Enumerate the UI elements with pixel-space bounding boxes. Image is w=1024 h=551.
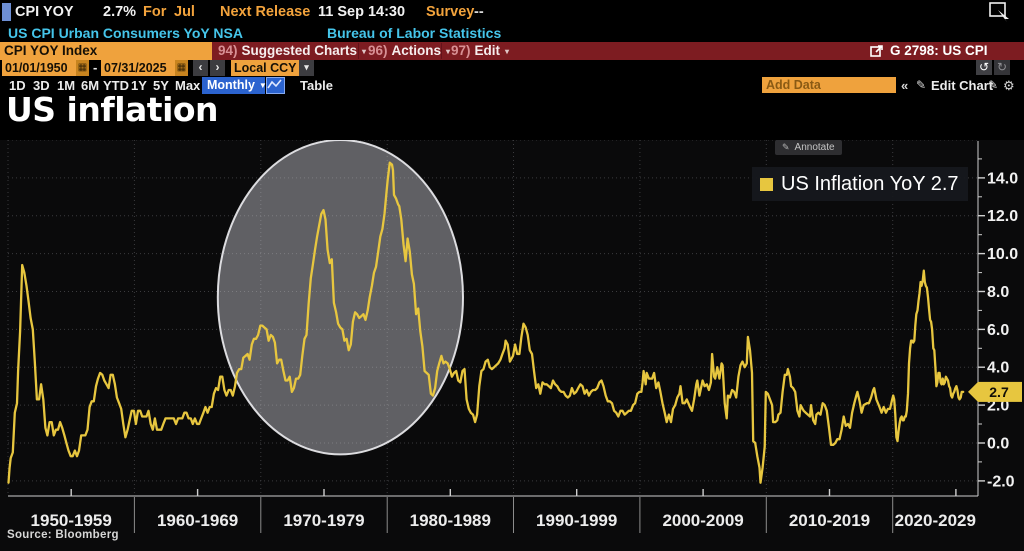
menu-divider	[358, 43, 359, 59]
period-3d[interactable]: 3D	[33, 78, 50, 93]
survey-value: --	[474, 4, 484, 20]
chevron-down-icon: ▾	[446, 47, 451, 56]
currency-select[interactable]: Local CCY	[231, 60, 303, 76]
source-label: Source: Bloomberg	[7, 529, 119, 541]
menu-num: 94)	[218, 43, 238, 58]
ticker-input[interactable]: CPI YOY Index	[0, 42, 212, 60]
date-range-dash: -	[93, 60, 98, 75]
menu-label: Suggested Charts	[241, 43, 358, 58]
svg-text:1950-1959: 1950-1959	[31, 511, 112, 530]
popout-window-icon[interactable]	[989, 1, 1012, 27]
table-view-button[interactable]: Table	[300, 78, 333, 93]
menu-divider	[441, 43, 442, 59]
range-forward-button[interactable]: ›	[210, 60, 225, 76]
security-description: US CPI Urban Consumers YoY NSA	[8, 25, 243, 41]
menu-actions[interactable]: 96) Actions ▾	[368, 42, 450, 60]
next-release-label: Next Release	[220, 4, 311, 20]
chart-id-label[interactable]: G 2798: US CPI	[890, 43, 988, 58]
currency-dropdown-icon[interactable]: ▾	[299, 60, 314, 76]
data-provider: Bureau of Labor Statistics	[327, 25, 502, 41]
period-ytd[interactable]: YTD	[103, 78, 129, 93]
period-1d[interactable]: 1D	[9, 78, 26, 93]
svg-text:1960-1969: 1960-1969	[157, 511, 238, 530]
for-label: For	[143, 4, 167, 20]
start-date-input[interactable]: 01/01/1950	[2, 60, 76, 76]
chart-svg[interactable]: 14.012.010.08.06.04.02.00.0-2.01950-1959…	[0, 140, 1024, 551]
svg-text:6.0: 6.0	[987, 322, 1009, 339]
gear-icon[interactable]: ⚙	[1003, 78, 1015, 93]
annotate-tool-icon[interactable]: ✎	[988, 78, 999, 92]
period-5y[interactable]: 5Y	[153, 78, 169, 93]
next-release-value: 11 Sep 14:30	[318, 4, 406, 20]
period-1m[interactable]: 1M	[57, 78, 76, 93]
calendar-icon[interactable]: ▦	[175, 60, 188, 76]
for-value: Jul	[174, 4, 195, 20]
svg-text:4.0: 4.0	[987, 360, 1009, 377]
annotate-label: Annotate	[794, 142, 835, 153]
svg-text:8.0: 8.0	[987, 284, 1009, 301]
menu-num: 97)	[451, 43, 471, 58]
security-bar: CPI YOY 2.7% For Jul Next Release 11 Sep…	[0, 0, 1024, 24]
chart-region: 14.0 12.0 10.0 8.0 6.0 4.0 2.0 0.0 -2.0 1950-1959…	[0, 140, 1024, 551]
chevron-down-icon: ▼	[258, 81, 267, 90]
cursor-block	[2, 3, 11, 21]
frequency-value: Monthly	[207, 78, 255, 92]
menu-num: 96)	[368, 43, 388, 58]
collapse-icon[interactable]: «	[901, 78, 909, 93]
chart-title: US inflation	[6, 90, 219, 129]
range-bar: 01/01/1950 ▦ - 07/31/2025 ▦ ‹ › Local CC…	[0, 60, 1024, 77]
period-bar: 1D 3D 1M 6M YTD 1Y 5Y Max Monthly ▼ Table…	[0, 77, 1024, 94]
pencil-icon: ✎	[916, 78, 927, 92]
menu-label: Actions	[391, 43, 442, 58]
period-1y[interactable]: 1Y	[131, 78, 147, 93]
svg-text:1990-1999: 1990-1999	[536, 511, 617, 530]
survey-label: Survey	[426, 4, 475, 20]
svg-text:1980-1989: 1980-1989	[410, 511, 491, 530]
svg-text:14.0: 14.0	[987, 170, 1018, 187]
svg-text:10.0: 10.0	[987, 246, 1018, 263]
period-max[interactable]: Max	[175, 78, 201, 93]
svg-text:1970-1979: 1970-1979	[283, 511, 364, 530]
menu-bar: CPI YOY Index 94) Suggested Charts ▾ 96) Ac…	[0, 42, 1024, 60]
pencil-icon: ✎	[782, 142, 790, 152]
description-bar: US CPI Urban Consumers YoY NSA Bureau of…	[0, 24, 1024, 42]
svg-text:12.0: 12.0	[987, 208, 1018, 225]
chart-legend: US Inflation YoY 2.7	[752, 167, 968, 201]
line-chart-icon[interactable]	[266, 77, 285, 94]
svg-text:-2.0: -2.0	[987, 473, 1015, 490]
security-ticker: CPI YOY	[15, 4, 74, 20]
svg-text:2020-2029: 2020-2029	[895, 511, 976, 530]
annotate-button[interactable]: ✎ Annotate	[775, 140, 842, 155]
edit-chart-button[interactable]: Edit Chart	[931, 78, 994, 93]
chevron-down-icon: ▾	[505, 47, 510, 56]
legend-label: US Inflation YoY 2.7	[781, 172, 959, 195]
redo-icon[interactable]: ↻	[994, 60, 1010, 75]
chevron-down-icon: ▾	[362, 47, 367, 56]
undo-icon[interactable]: ↺	[976, 60, 992, 75]
svg-text:2000-2009: 2000-2009	[662, 511, 743, 530]
menu-edit[interactable]: 97) Edit ▾	[451, 42, 509, 60]
range-back-button[interactable]: ‹	[193, 60, 208, 76]
add-data-input[interactable]: Add Data	[762, 77, 896, 93]
calendar-icon[interactable]: ▦	[76, 60, 89, 76]
menu-label: Edit	[474, 43, 501, 58]
end-date-input[interactable]: 07/31/2025	[101, 60, 175, 76]
svg-text:0.0: 0.0	[987, 436, 1009, 453]
menu-suggested-charts[interactable]: 94) Suggested Charts ▾	[218, 42, 366, 60]
last-value-badge: 2.7	[989, 384, 1009, 400]
svg-text:2010-2019: 2010-2019	[789, 511, 870, 530]
security-last-value: 2.7%	[103, 4, 137, 20]
legend-swatch	[760, 177, 773, 191]
export-icon[interactable]	[870, 44, 884, 63]
period-6m[interactable]: 6M	[81, 78, 100, 93]
frequency-select[interactable]: Monthly ▼	[202, 77, 267, 94]
